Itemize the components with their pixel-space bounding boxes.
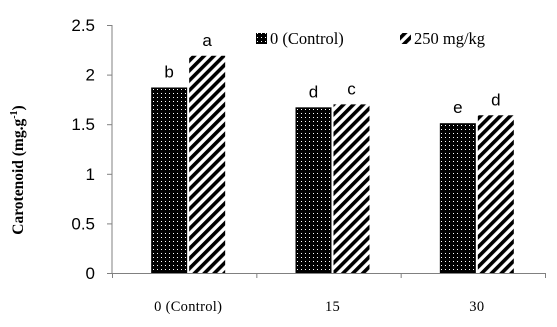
y-tick-label: 1 — [86, 165, 95, 184]
bar-control-0 — [151, 87, 188, 273]
bar-250mg-1 — [333, 104, 370, 273]
bar-control-1 — [295, 107, 332, 273]
significance-letter: d — [491, 90, 500, 109]
y-axis-label-superscript: -1 — [9, 110, 20, 118]
y-tick-label: 1.5 — [71, 115, 95, 134]
legend-label-250: 250 mg/kg — [414, 29, 485, 48]
legend-swatch-control — [256, 33, 267, 44]
svg-text:Carotenoid (mg.g-1): Carotenoid (mg.g-1) — [9, 105, 27, 234]
y-tick-label: 0.5 — [71, 214, 95, 233]
legend: 0 (Control) 250 mg/kg — [256, 29, 485, 48]
y-axis-label-main: Carotenoid (mg.g — [10, 119, 27, 235]
x-tick-label: 0 (Control) — [154, 299, 222, 315]
bars — [151, 55, 514, 273]
significance-letter: a — [202, 31, 212, 50]
legend-label-control: 0 (Control) — [270, 29, 344, 48]
bar-250mg-2 — [477, 115, 514, 273]
x-axis-ticks: 0 (Control) 15 30 — [154, 299, 484, 315]
bar-control-2 — [439, 123, 476, 273]
axes — [107, 25, 546, 278]
y-tick-label: 2 — [86, 66, 95, 85]
y-tick-label: 0 — [86, 264, 95, 283]
significance-letter: d — [309, 82, 318, 101]
significance-letter: c — [347, 79, 356, 98]
y-axis-ticks: 0 0.5 1 1.5 2 2.5 — [71, 16, 95, 283]
x-tick-label: 15 — [325, 299, 340, 315]
y-tick-label: 2.5 — [71, 16, 95, 35]
significance-letter: e — [453, 98, 462, 117]
bar-250mg-0 — [189, 55, 226, 273]
legend-swatch-250 — [400, 33, 411, 44]
significance-letter: b — [164, 62, 173, 81]
x-tick-label: 30 — [469, 299, 484, 315]
y-axis-label-suffix: ) — [10, 105, 27, 110]
significance-letters: b a d c e d — [164, 31, 500, 117]
y-axis-label: Carotenoid (mg.g-1) — [9, 105, 27, 234]
